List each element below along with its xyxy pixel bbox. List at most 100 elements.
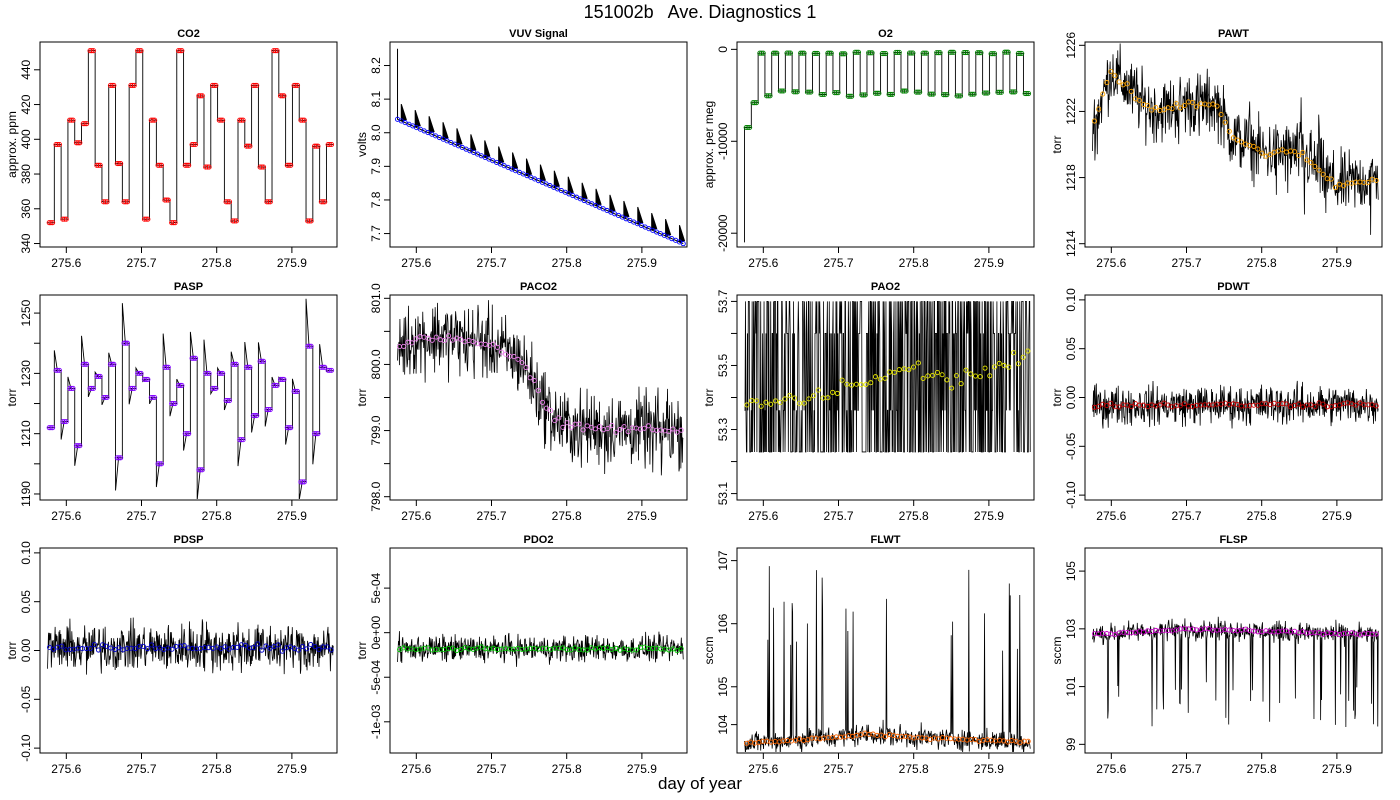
data-point — [89, 385, 95, 392]
data-point — [887, 369, 893, 375]
data-point — [911, 364, 917, 370]
data-point — [806, 89, 812, 95]
data-point — [1308, 160, 1314, 166]
data-point — [821, 91, 828, 98]
panel-title: PDWT — [1217, 281, 1250, 293]
data-point — [825, 50, 831, 56]
data-point — [901, 88, 907, 94]
y-tick-label: 0.10 — [1064, 288, 1078, 312]
data-point — [560, 424, 566, 430]
data-point — [779, 88, 785, 94]
x-tick-label: 275.7 — [823, 762, 853, 776]
data-point — [257, 164, 263, 170]
data-point — [218, 370, 224, 376]
data-point — [315, 431, 321, 437]
data-point — [114, 161, 120, 167]
data-point — [232, 218, 238, 224]
data-point — [158, 461, 165, 467]
data-point — [172, 220, 178, 226]
data-point — [263, 643, 269, 649]
x-tick-label: 275.6 — [1096, 762, 1126, 776]
data-point — [806, 396, 812, 402]
series-line — [397, 300, 684, 476]
data-point — [799, 50, 805, 56]
data-point — [896, 367, 902, 373]
data-point — [985, 90, 991, 96]
data-point — [920, 375, 926, 381]
data-point — [313, 431, 319, 437]
data-point — [1259, 150, 1265, 156]
data-point — [213, 82, 219, 88]
signal-spike — [484, 140, 491, 158]
y-tick-label: 798.0 — [369, 481, 383, 511]
data-point — [226, 199, 233, 205]
data-point — [102, 394, 108, 401]
y-axis-label: torr — [5, 641, 19, 659]
data-point — [143, 376, 149, 382]
y-tick-label: 0.00 — [1064, 385, 1078, 409]
data-point — [286, 162, 292, 168]
data-point — [203, 164, 209, 170]
data-point — [144, 646, 151, 652]
data-point — [758, 403, 764, 409]
plot-frame — [736, 41, 1035, 248]
plot-frame — [389, 41, 688, 248]
data-point — [772, 398, 779, 404]
panel-pdsp: PDSP torr 275.6 275.7 275.8 275.9 -0.10 -0.05 0.… — [5, 534, 338, 776]
data-point — [196, 93, 202, 99]
data-point — [284, 162, 290, 168]
data-point — [441, 338, 448, 344]
data-point — [781, 88, 787, 94]
data-point — [279, 648, 285, 654]
data-point — [136, 370, 142, 376]
data-point — [792, 89, 799, 95]
data-point — [90, 385, 96, 392]
data-point — [1096, 403, 1102, 409]
data-point — [135, 370, 141, 376]
data-point — [1373, 177, 1379, 184]
data-point — [835, 90, 841, 96]
data-point — [237, 117, 243, 123]
data-point — [181, 643, 187, 649]
data-point — [633, 647, 639, 653]
y-tick-label: 0.00 — [19, 638, 33, 662]
plot-frame — [1084, 41, 1383, 248]
data-point — [150, 394, 156, 401]
data-point — [46, 220, 52, 226]
data-point — [192, 355, 199, 361]
data-point — [107, 82, 113, 88]
signal-spike — [428, 116, 435, 134]
data-point — [743, 124, 749, 131]
data-point — [1328, 176, 1334, 182]
x-tick-label: 275.8 — [1247, 509, 1277, 523]
data-point — [866, 50, 872, 56]
data-point — [747, 124, 753, 131]
data-point — [915, 360, 921, 366]
data-point — [879, 51, 885, 57]
data-point — [121, 199, 127, 205]
data-point — [503, 351, 509, 357]
data-point — [271, 643, 277, 650]
data-point — [1177, 105, 1183, 111]
data-point — [1173, 101, 1179, 107]
data-point — [572, 645, 578, 651]
data-point — [324, 644, 330, 650]
data-point — [55, 141, 61, 148]
y-tick-label: 53.5 — [716, 353, 730, 377]
y-tick-label: 340 — [19, 233, 33, 253]
y-tick-label: 5e-04 — [369, 572, 383, 603]
panel-o2: O2 approx. per meg 275.6 275.7 275.8 275.9 -20… — [702, 28, 1035, 270]
data-point — [306, 343, 312, 349]
data-point — [48, 220, 54, 226]
data-point — [889, 91, 896, 97]
data-point — [978, 50, 984, 56]
x-tick-label: 275.7 — [126, 509, 156, 523]
plot-frame — [1084, 547, 1383, 754]
data-point — [327, 141, 333, 148]
x-tick-label: 275.8 — [202, 256, 232, 270]
data-point — [179, 48, 185, 54]
data-point — [109, 361, 115, 367]
data-point — [1096, 106, 1102, 112]
data-point — [808, 89, 814, 95]
data-point — [833, 90, 839, 96]
